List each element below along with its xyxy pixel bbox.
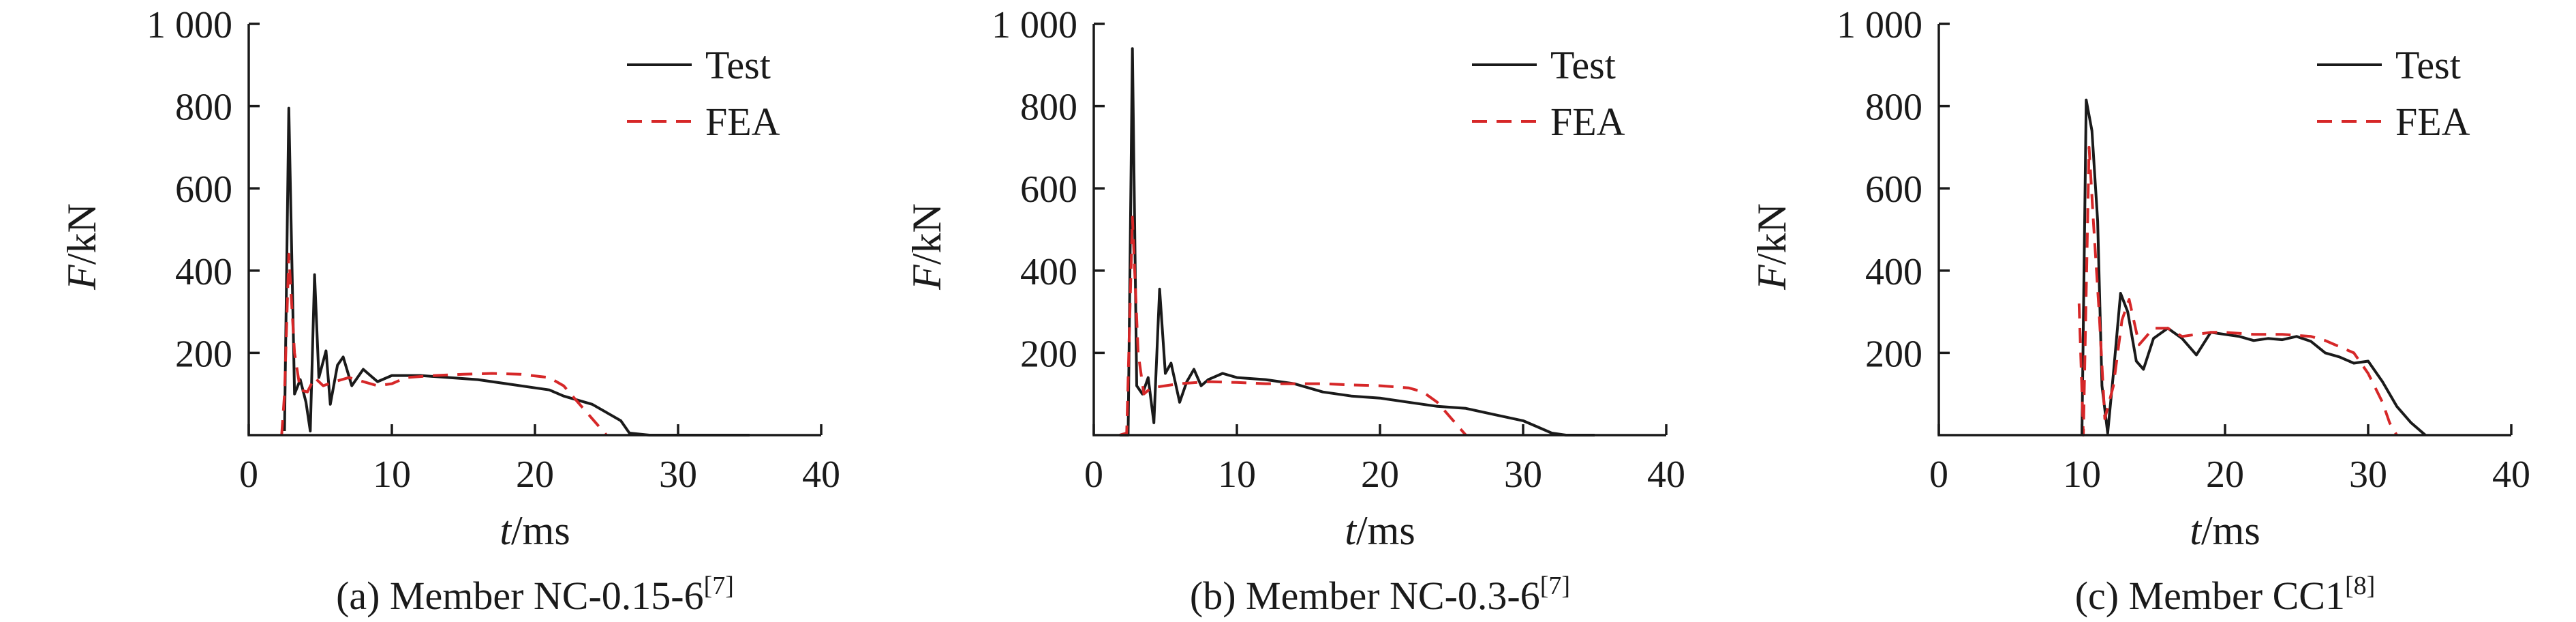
y-tick-label: 600: [1865, 168, 1922, 211]
x-tick-label: 0: [1084, 454, 1103, 496]
y-tick-label: 1 000: [1837, 4, 1922, 46]
plot-area: [1119, 47, 1595, 436]
y-tick-label: 400: [1020, 251, 1077, 293]
chart-panel-c: 0 10 20 30 40 200 400 600 800 1 000 F/kN t/ms (c)…: [1749, 4, 2530, 618]
y-tick-label: 1 000: [147, 4, 232, 46]
tick-marks: [247, 23, 823, 435]
legend-label-fea: FEA: [705, 100, 780, 144]
legend: Test FEA: [2317, 43, 2470, 144]
x-tick-label: 30: [1504, 454, 1542, 496]
legend: Test FEA: [627, 43, 780, 144]
x-tick-label: 0: [1929, 454, 1948, 496]
legend-label-fea: FEA: [2395, 100, 2470, 144]
plot-area: [280, 106, 750, 436]
y-tick-label: 1 000: [992, 4, 1077, 46]
caption-reference: [7]: [1540, 572, 1570, 600]
caption-reference: [7]: [704, 572, 734, 600]
legend-label-test: Test: [705, 43, 771, 87]
y-tick-label: 400: [175, 251, 232, 293]
x-tick-label: 10: [373, 454, 411, 496]
tick-marks: [1937, 23, 2513, 435]
tick-labels: 0 10 20 30 40 200 400 600 800 1 000: [147, 4, 840, 496]
y-axis-unit: /kN: [904, 203, 949, 265]
y-axis-unit: /kN: [1749, 203, 1794, 265]
caption-text: (c) Member CC1: [2075, 574, 2345, 618]
caption-text: (b) Member NC-0.3-6: [1190, 574, 1540, 618]
y-axis-var: F: [904, 264, 949, 291]
x-axis-var: t: [2190, 508, 2202, 553]
tick-labels: 0 10 20 30 40 200 400 600 800 1 000: [992, 4, 1685, 496]
chart-panel-a: 0 10 20 30 40 200 400 600 800 1 000 F/kN t/ms (a)…: [59, 4, 840, 618]
x-tick-label: 30: [2349, 454, 2387, 496]
series-line-test: [1119, 47, 1595, 436]
y-tick-label: 200: [1020, 333, 1077, 375]
x-tick-label: 40: [2492, 454, 2530, 496]
x-axis-title: t/ms: [2190, 508, 2260, 553]
x-axis-title: t/ms: [1345, 508, 1415, 553]
legend: Test FEA: [1472, 43, 1625, 144]
x-axis-unit: /ms: [511, 508, 570, 553]
legend-label-test: Test: [1550, 43, 1616, 87]
y-tick-label: 800: [1020, 87, 1077, 129]
series-line-fea: [280, 252, 608, 436]
y-tick-label: 800: [1865, 87, 1922, 129]
series-line-test: [2081, 98, 2427, 436]
x-tick-label: 30: [659, 454, 697, 496]
x-axis-title: t/ms: [500, 508, 570, 553]
panel-caption: (b) Member NC-0.3-6[7]: [1190, 572, 1570, 618]
y-axis-title: F/kN: [904, 203, 949, 291]
x-tick-label: 20: [516, 454, 554, 496]
x-tick-label: 10: [1218, 454, 1256, 496]
x-axis-var: t: [1345, 508, 1357, 553]
caption-reference: [8]: [2345, 572, 2375, 600]
panel-caption: (a) Member NC-0.15-6[7]: [336, 572, 734, 618]
y-axis-var: F: [1749, 264, 1794, 291]
y-axis-var: F: [59, 264, 104, 291]
legend-label-test: Test: [2395, 43, 2461, 87]
tick-labels: 0 10 20 30 40 200 400 600 800 1 000: [1837, 4, 2530, 496]
x-tick-label: 20: [1361, 454, 1399, 496]
tick-marks: [1092, 23, 1668, 435]
y-tick-label: 800: [175, 87, 232, 129]
x-tick-label: 10: [2063, 454, 2101, 496]
chart-panel-b: 0 10 20 30 40 200 400 600 800 1 000 F/kN t/ms (b)…: [904, 4, 1685, 618]
y-tick-label: 600: [175, 168, 232, 211]
y-axis-title: F/kN: [59, 203, 104, 291]
series-line-test: [283, 106, 750, 436]
x-axis-unit: /ms: [1356, 508, 1415, 553]
panel-caption: (c) Member CC1[8]: [2075, 572, 2376, 618]
x-tick-label: 40: [1647, 454, 1685, 496]
x-axis-var: t: [500, 508, 512, 553]
x-axis-unit: /ms: [2201, 508, 2260, 553]
caption-text: (a) Member NC-0.15-6: [336, 574, 704, 618]
x-tick-label: 20: [2206, 454, 2244, 496]
y-tick-label: 400: [1865, 251, 1922, 293]
legend-label-fea: FEA: [1550, 100, 1625, 144]
y-axis-title: F/kN: [1749, 203, 1794, 291]
plot-area: [2077, 98, 2427, 436]
x-tick-label: 0: [239, 454, 258, 496]
y-axis-unit: /kN: [59, 203, 104, 265]
series-line-fea: [2077, 145, 2398, 436]
y-tick-label: 600: [1020, 168, 1077, 211]
y-tick-label: 200: [175, 333, 232, 375]
y-tick-label: 200: [1865, 333, 1922, 375]
x-tick-label: 40: [802, 454, 840, 496]
